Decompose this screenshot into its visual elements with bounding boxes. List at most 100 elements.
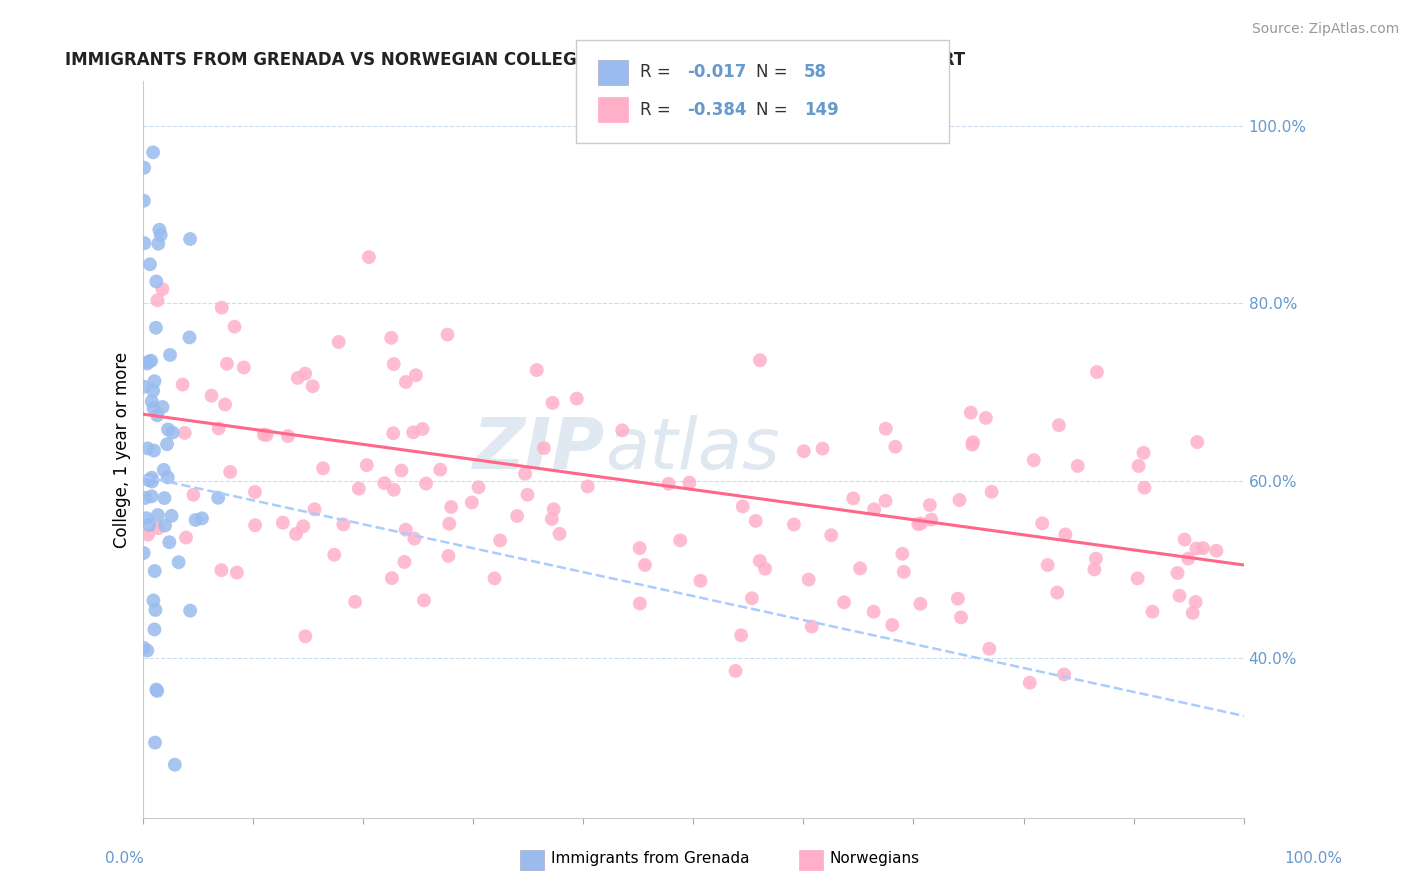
Point [974,411,997,425]
Point [356,458,378,472]
Point [1185,541,1208,556]
Text: -0.384: -0.384 [688,101,747,119]
Point [380,331,402,345]
Point [382,483,405,497]
Point [576,479,599,493]
Point [132,546,155,560]
Point [173,425,195,440]
Point [612,423,634,437]
Point [153,518,176,533]
Point [920,513,942,527]
Point [148,223,170,237]
Point [820,528,842,542]
Point [669,533,692,548]
Point [143,736,166,750]
Point [153,491,176,505]
Point [484,571,506,585]
Point [143,564,166,578]
Point [174,531,197,545]
Point [1133,481,1156,495]
Point [136,643,159,657]
Point [540,512,562,526]
Point [167,555,190,569]
Point [832,595,855,609]
Point [142,384,165,398]
Point [145,682,167,697]
Point [395,375,418,389]
Point [724,664,747,678]
Point [179,604,201,618]
Text: Immigrants from Grenada: Immigrants from Grenada [551,851,749,865]
Point [143,623,166,637]
Point [150,282,173,296]
Point [783,517,806,532]
Point [357,250,380,264]
Point [347,482,370,496]
Point [489,533,512,548]
Point [149,227,172,242]
Point [382,426,405,441]
Point [1126,571,1149,585]
Text: N =: N = [756,63,793,81]
Point [136,527,159,541]
Point [1083,562,1105,576]
Point [381,571,404,585]
Point [634,558,657,572]
Point [1205,543,1227,558]
Point [132,640,155,655]
Point [138,518,160,533]
Y-axis label: College, 1 year or more: College, 1 year or more [114,351,131,548]
Point [141,489,163,503]
Point [145,275,167,289]
Point [1132,446,1154,460]
Point [294,629,316,643]
Point [1031,516,1053,531]
Point [910,516,932,531]
Point [1128,458,1150,473]
Point [1036,558,1059,572]
Text: atlas: atlas [605,415,780,484]
Point [394,555,416,569]
Point [793,444,815,458]
Point [277,429,299,443]
Point [893,565,915,579]
Point [429,462,451,476]
Point [1192,541,1215,556]
Text: Norwegians: Norwegians [830,851,920,865]
Point [862,605,884,619]
Point [884,440,907,454]
Point [179,330,201,344]
Point [332,517,354,532]
Point [132,380,155,394]
Point [214,397,236,411]
Text: Source: ZipAtlas.com: Source: ZipAtlas.com [1251,22,1399,37]
Text: IMMIGRANTS FROM GRENADA VS NORWEGIAN COLLEGE, 1 YEAR OR MORE CORRELATION CHART: IMMIGRANTS FROM GRENADA VS NORWEGIAN COL… [66,51,966,69]
Point [253,427,276,442]
Point [141,353,163,368]
Text: R =: R = [640,101,676,119]
Point [146,293,169,308]
Point [1067,458,1090,473]
Point [148,236,170,251]
Point [142,593,165,607]
Point [565,392,588,406]
Point [382,357,405,371]
Point [689,574,711,588]
Point [191,511,214,525]
Point [980,484,1002,499]
Point [1168,589,1191,603]
Point [391,464,413,478]
Point [962,437,984,451]
Point [1085,365,1108,379]
Point [516,488,538,502]
Point [950,610,973,624]
Point [437,549,460,563]
Point [200,389,222,403]
Point [1181,606,1204,620]
Point [145,320,167,334]
Point [910,597,932,611]
Point [152,463,174,477]
Point [132,194,155,208]
Point [136,442,159,456]
Point [436,327,458,342]
